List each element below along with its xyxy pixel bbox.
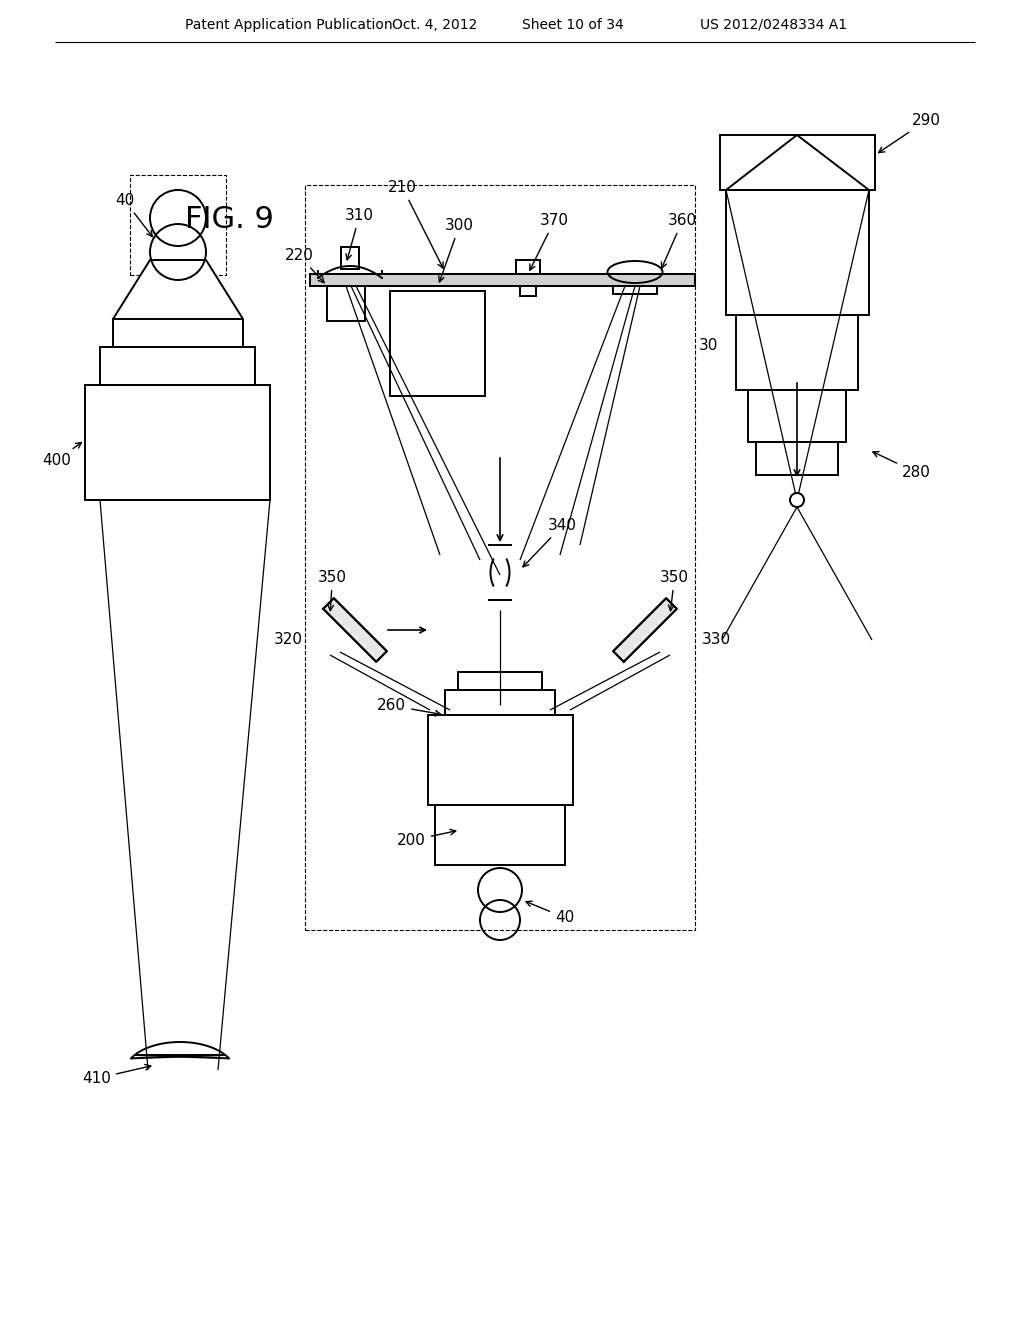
Text: 30: 30 — [698, 338, 718, 352]
Text: 410: 410 — [82, 1064, 151, 1086]
Bar — [516, 260, 540, 275]
Bar — [756, 442, 838, 475]
Text: FIG. 9: FIG. 9 — [185, 206, 273, 235]
Bar — [613, 286, 657, 294]
Text: 350: 350 — [660, 570, 689, 611]
Text: 40: 40 — [115, 193, 153, 236]
Bar — [305, 185, 695, 931]
Bar — [310, 275, 695, 286]
Text: 260: 260 — [377, 698, 440, 715]
Text: 350: 350 — [318, 570, 347, 611]
Text: 400: 400 — [42, 442, 82, 469]
Bar — [726, 190, 869, 315]
Text: 40: 40 — [526, 902, 574, 925]
Text: Oct. 4, 2012: Oct. 4, 2012 — [392, 18, 477, 32]
Text: US 2012/0248334 A1: US 2012/0248334 A1 — [700, 18, 847, 32]
Bar — [736, 315, 858, 389]
Bar — [748, 389, 846, 442]
Bar — [327, 286, 365, 321]
Text: 290: 290 — [879, 114, 941, 153]
Text: 280: 280 — [872, 451, 931, 480]
Text: 220: 220 — [285, 248, 325, 282]
Polygon shape — [113, 260, 243, 319]
Bar — [85, 385, 270, 500]
Bar — [310, 275, 695, 286]
Text: 370: 370 — [529, 213, 569, 271]
Bar — [390, 290, 485, 396]
Text: 210: 210 — [388, 180, 443, 268]
Bar — [113, 319, 243, 347]
Text: Sheet 10 of 34: Sheet 10 of 34 — [522, 18, 624, 32]
Text: Patent Application Publication: Patent Application Publication — [185, 18, 392, 32]
Bar — [458, 672, 542, 690]
Text: 330: 330 — [702, 632, 731, 648]
Bar — [520, 286, 536, 296]
Circle shape — [790, 492, 804, 507]
Text: 320: 320 — [274, 632, 303, 648]
Bar — [720, 135, 874, 190]
Text: 200: 200 — [397, 829, 456, 847]
Text: 360: 360 — [662, 213, 697, 268]
Text: 310: 310 — [345, 209, 374, 260]
Bar — [100, 347, 255, 385]
Polygon shape — [613, 598, 677, 661]
Text: 300: 300 — [438, 218, 474, 282]
Bar — [435, 805, 565, 865]
Bar — [445, 690, 555, 715]
Bar — [341, 247, 359, 269]
Bar — [130, 176, 226, 275]
Bar — [428, 715, 573, 805]
Polygon shape — [324, 598, 387, 661]
Text: 340: 340 — [523, 517, 577, 566]
